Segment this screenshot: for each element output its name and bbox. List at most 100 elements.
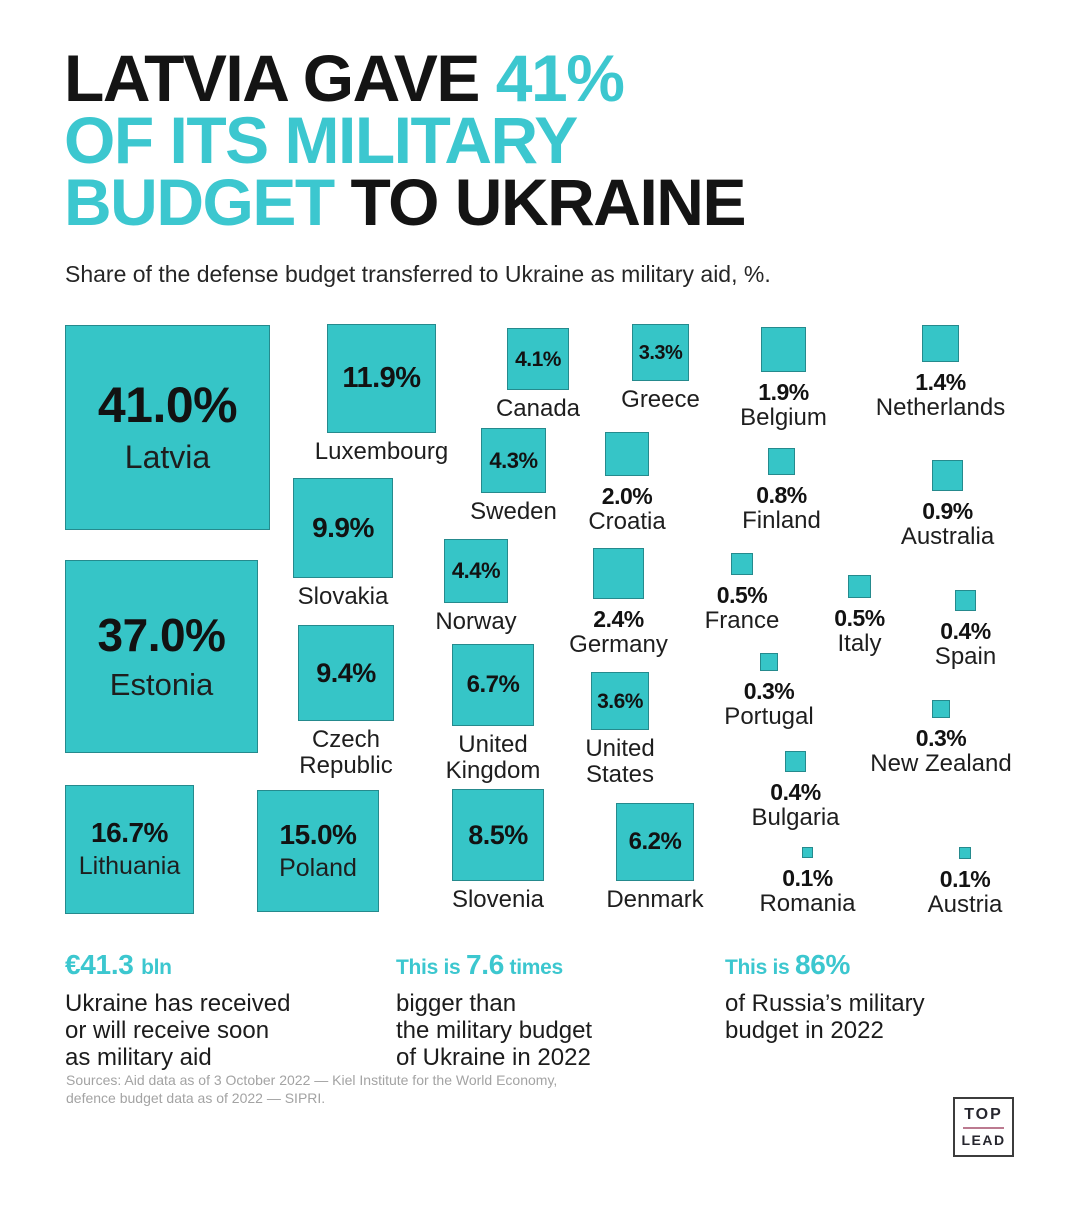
country-label-finland: Finland <box>742 507 821 534</box>
square-austria <box>959 847 971 859</box>
percent-label-spain: 0.4% <box>940 618 991 644</box>
title-line: BUDGET TO UKRAINE <box>64 169 746 235</box>
footnote-heading: This is 7.6 times <box>396 950 592 985</box>
percent-label-poland: 15.0% <box>279 818 357 850</box>
percent-label-slovakia: 9.9% <box>312 512 374 543</box>
square-new-zealand <box>932 700 950 718</box>
percent-label-czech-republic: 9.4% <box>316 657 376 688</box>
label-sweden: Sweden <box>470 499 557 525</box>
label-united-kingdom: United Kingdom <box>446 732 541 784</box>
country-label-norway: Norway <box>435 608 517 635</box>
square-greece: 3.3% <box>632 324 689 381</box>
footnote-line: Ukraine has received <box>65 990 291 1017</box>
percent-label-croatia: 2.0% <box>601 483 653 509</box>
square-united-kingdom: 6.7% <box>452 644 534 726</box>
footnote-heading: This is 86% <box>725 950 925 985</box>
logo-divider <box>963 1126 1004 1129</box>
percent-label-canada: 4.1% <box>515 347 561 371</box>
square-poland: 15.0% Poland <box>257 790 379 912</box>
country-label-austria: Austria <box>927 891 1003 918</box>
title-accent-text: 41% <box>495 41 625 115</box>
country-label-italy: Italy <box>837 630 882 657</box>
sources-note: Sources: Aid data as of 3 October 2022 —… <box>66 1071 557 1107</box>
label-netherlands: 1.4% Netherlands <box>876 369 1005 421</box>
country-label-lithuania: Lithuania <box>78 852 181 880</box>
country-label-luxembourg: Luxembourg <box>314 438 449 465</box>
percent-label-norway: 4.4% <box>451 558 501 583</box>
logo-top-text: TOP <box>964 1105 1003 1123</box>
title-accent-text: OF ITS MILITARY <box>64 103 578 177</box>
label-germany: 2.4% Germany <box>569 606 668 658</box>
subtitle: Share of the defense budget transferred … <box>65 261 771 287</box>
footnote-line: as military aid <box>65 1044 212 1071</box>
title-line: OF ITS MILITARY <box>64 107 745 173</box>
country-label-greece: Greece <box>621 386 700 413</box>
label-canada: Canada <box>496 396 580 422</box>
square-norway: 4.4% <box>444 539 508 603</box>
label-italy: 0.5% Italy <box>834 605 885 657</box>
footnote-line: budget in 2022 <box>725 1017 884 1044</box>
footnote-heading-part: 86% <box>794 949 851 980</box>
label-slovenia: Slovenia <box>452 887 544 913</box>
label-bulgaria: 0.4% Bulgaria <box>751 779 839 831</box>
country-label-portugal: Portugal <box>724 703 814 730</box>
percent-label-belgium: 1.9% <box>758 379 809 405</box>
square-italy <box>848 575 871 598</box>
label-czech-republic: Czech Republic <box>299 727 392 779</box>
footnote-line: or will receive soon <box>65 1017 270 1044</box>
page-title: LATVIA GAVE 41% OF ITS MILITARY BUDGET TO … <box>64 45 746 235</box>
country-label-united-states: United States <box>585 735 655 788</box>
square-estonia: 37.0% Estonia <box>65 560 258 753</box>
footnote-heading-part: €41.3 <box>65 949 142 980</box>
square-lithuania: 16.7% Lithuania <box>65 785 194 914</box>
square-bulgaria <box>785 751 806 772</box>
sources-line-1: Sources: Aid data as of 3 October 2022 —… <box>66 1072 558 1088</box>
square-belgium <box>761 327 806 372</box>
square-denmark: 6.2% <box>616 803 694 881</box>
square-canada: 4.1% <box>507 328 569 390</box>
country-label-sweden: Sweden <box>470 498 557 525</box>
label-denmark: Denmark <box>606 887 703 913</box>
label-slovakia: Slovakia <box>298 584 389 610</box>
label-finland: 0.8% Finland <box>742 482 821 534</box>
country-label-france: France <box>704 607 780 634</box>
square-luxembourg: 11.9% <box>327 324 436 433</box>
logo-lead-text: LEAD <box>961 1131 1006 1148</box>
label-new-zealand: 0.3% New Zealand <box>870 725 1011 777</box>
country-label-new-zealand: New Zealand <box>870 750 1012 777</box>
square-united-states: 3.6% <box>591 672 649 730</box>
square-slovakia: 9.9% <box>293 478 393 578</box>
square-australia <box>932 460 963 491</box>
square-spain <box>955 590 976 611</box>
percent-label-bulgaria: 0.4% <box>770 779 821 805</box>
label-austria: 0.1% Austria <box>928 866 1003 918</box>
percent-label-latvia: 41.0% <box>97 377 238 434</box>
percent-label-new-zealand: 0.3% <box>915 725 967 751</box>
percent-label-portugal: 0.3% <box>743 678 795 704</box>
country-label-netherlands: Netherlands <box>875 394 1006 421</box>
country-label-belgium: Belgium <box>740 404 827 431</box>
footnote-line: of Russia’s military <box>725 990 925 1017</box>
country-label-united-kingdom: United Kingdom <box>445 731 541 784</box>
percent-label-australia: 0.9% <box>922 498 973 524</box>
footnote-heading-part: 7.6 <box>465 949 504 980</box>
footnote-heading-part: This is <box>396 956 466 979</box>
country-label-canada: Canada <box>495 395 581 422</box>
country-label-spain: Spain <box>934 643 997 670</box>
country-label-germany: Germany <box>569 631 668 658</box>
country-label-latvia: Latvia <box>124 439 211 476</box>
square-germany <box>593 548 644 599</box>
country-label-bulgaria: Bulgaria <box>751 804 840 831</box>
label-france: 0.5% France <box>705 582 780 634</box>
footnote-line: of Ukraine in 2022 <box>396 1044 591 1071</box>
square-czech-republic: 9.4% <box>298 625 394 721</box>
label-romania: 0.1% Romania <box>759 865 855 917</box>
percent-label-united-kingdom: 6.7% <box>466 671 520 698</box>
title-text: TO UKRAINE <box>350 165 747 239</box>
label-belgium: 1.9% Belgium <box>740 379 827 431</box>
percent-label-united-states: 3.6% <box>597 689 643 713</box>
footnote-line: bigger than <box>396 990 517 1017</box>
percent-label-france: 0.5% <box>716 582 768 608</box>
label-norway: Norway <box>435 609 516 635</box>
